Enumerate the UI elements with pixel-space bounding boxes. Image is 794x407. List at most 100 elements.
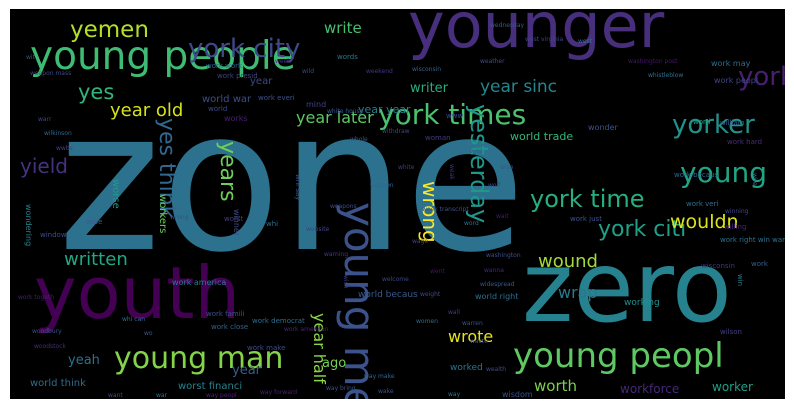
cloud-word: work just [570,215,602,223]
cloud-word: world [208,105,228,113]
cloud-word: work [751,260,768,268]
cloud-word: www [446,112,464,120]
cloud-word: whi can [122,316,146,323]
cloud-word: wisdom [502,390,533,399]
cloud-word: young peopl [513,336,724,376]
cloud-word: worked [450,363,483,373]
cloud-word: wrote [448,327,494,346]
cloud-word: whi [266,220,279,228]
cloud-word: year later [296,108,374,127]
cloud-word: warren [462,320,483,327]
cloud-word: year year [358,103,411,116]
cloud-word: weapons [330,203,357,210]
cloud-word: yorker [672,110,755,140]
cloud-word: work work [206,62,243,70]
cloud-word: wo [144,330,153,337]
cloud-word: wake [378,388,394,395]
cloud-word: work american [284,326,329,333]
cloud-word: worth [534,377,578,395]
cloud-word: wild [470,148,483,155]
cloud-word: write [324,19,362,37]
cloud-word: widespread [480,281,515,288]
cloud-word: wit [26,54,35,61]
cloud-word: working [624,298,660,308]
cloud-word: worker [712,380,753,394]
cloud-word: went [430,268,445,275]
cloud-word: work famili [206,310,245,318]
cloud-word: workforce [620,382,680,396]
cloud-word: year sinc [480,77,558,97]
cloud-word: woodstock [34,343,66,350]
cloud-word: wise [500,164,514,171]
cloud-word: zero [522,231,732,345]
cloud-word: year [232,363,262,378]
cloud-word: yeah [68,353,100,368]
cloud-word: wipe [86,218,103,226]
cloud-word: week transcript [422,206,469,213]
cloud-word: years [215,141,240,202]
cloud-word: weight [420,291,441,298]
cloud-word: worst [224,215,244,223]
cloud-word: year half [310,313,329,384]
cloud-word: wonder [588,123,618,132]
cloud-word: wrap [558,283,598,302]
cloud-word: weekend [366,68,393,75]
cloud-word: words [337,53,358,61]
cloud-word: withdraw [382,128,410,135]
cloud-word: york citi [598,217,687,242]
cloud-word: york time [530,185,645,213]
cloud-word: way peopl [206,392,237,399]
cloud-word: weapon mass [30,70,72,77]
cloud-word: writer [410,81,449,96]
cloud-word: way [448,391,461,398]
cloud-word: whole [350,136,368,143]
cloud-word: yield [20,154,68,178]
cloud-word: wealth [486,366,507,373]
cloud-word: york city [188,34,301,64]
cloud-word: window [40,231,67,239]
cloud-word: workers [157,194,168,234]
cloud-word: wire [751,173,758,186]
cloud-word: work veri [686,200,719,208]
cloud-word: work america [172,278,227,287]
cloud-word: wild [302,68,315,75]
cloud-word: waste [470,338,488,345]
cloud-word: wound [538,251,598,272]
cloud-word: wwbs [56,145,73,152]
cloud-word: wilkinson [44,130,72,137]
cloud-word: wish [342,275,349,289]
cloud-word: whi say [294,174,302,201]
cloud-word: washington [486,252,521,259]
cloud-word: work may [711,59,751,68]
cloud-word: year [250,76,273,87]
cloud-word: warr [38,116,52,123]
cloud-word: west [578,38,593,45]
cloud-word: world becaus [358,290,418,300]
cloud-word: work make [247,344,286,352]
cloud-word: wisconsin [412,66,442,73]
cloud-word: wage [412,238,429,245]
cloud-word: mind [306,100,327,109]
cloud-word: woodbury [32,328,62,335]
cloud-word: win [736,274,744,287]
cloud-word: west virginia [525,36,564,43]
cloud-word: website [306,226,330,233]
cloud-word: worst financi [178,381,243,392]
cloud-word: work peopl [714,76,759,85]
cloud-word: weak [448,164,455,180]
cloud-word: way bring [326,385,356,392]
cloud-word: york [738,62,785,92]
cloud-word: wanna [484,267,504,274]
cloud-word: war [156,392,168,399]
cloud-word: week [275,58,291,65]
cloud-word: wisconsin [701,262,735,270]
cloud-word: washington post [628,58,678,65]
cloud-word: way forward [260,389,298,396]
cloud-word: young [680,156,767,189]
cloud-word: work presid [217,72,258,80]
cloud-word: work close [211,323,249,331]
cloud-word: work hard [727,138,763,146]
cloud-word: zone [58,68,526,296]
cloud-word: younger [408,9,665,62]
cloud-word: whistleblow [648,72,684,79]
